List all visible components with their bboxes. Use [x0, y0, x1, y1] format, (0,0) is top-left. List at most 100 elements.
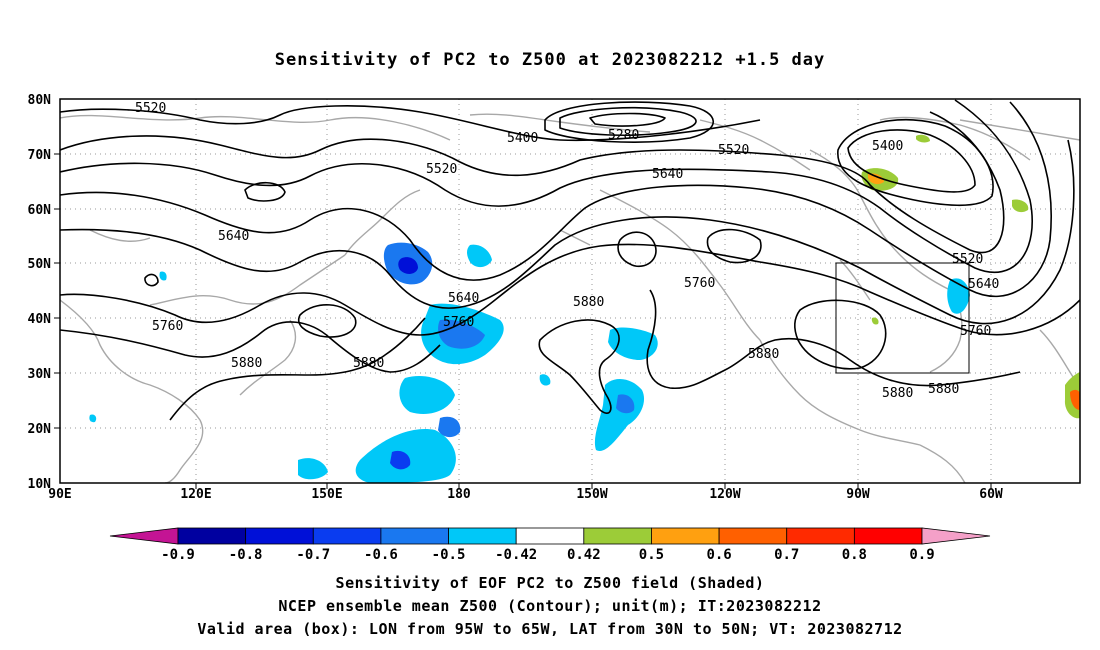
contour-label: 5640: [218, 229, 249, 244]
contour-label: 5880: [353, 356, 384, 371]
lat-label: 10N: [28, 477, 52, 492]
lon-labels: 90E 120E 150E 180 150W 120W 90W 60W: [48, 487, 1003, 502]
shade-neg-blob: [298, 458, 328, 480]
contour-5700-hp: [617, 231, 657, 267]
shade-neg-blob: [539, 374, 551, 386]
contour-5760: [60, 243, 1080, 336]
lat-label: 80N: [28, 93, 52, 108]
lat-label: 20N: [28, 422, 52, 437]
colorbar-label: -0.6: [364, 547, 398, 563]
contour-label: 5880: [748, 347, 779, 362]
contour-5280: [559, 106, 697, 137]
lon-label: 180: [447, 487, 471, 502]
lon-label: 150E: [311, 487, 342, 502]
lon-label: 120E: [180, 487, 211, 502]
contour-5760-lo: [144, 273, 159, 287]
colorbar-box: [853, 527, 923, 545]
map-border: [59, 98, 1081, 484]
colorbar-label: -0.42: [495, 547, 537, 563]
colorbar-end-high: [921, 527, 991, 545]
colorbar-box: [718, 527, 788, 545]
shade-pos-core: [868, 173, 884, 185]
colorbar-label: 0.9: [909, 547, 934, 563]
contour-label: 5880: [573, 295, 604, 310]
shade-neg-blob: [608, 327, 658, 360]
map-frame: [60, 99, 1080, 483]
chart-title: Sensitivity of PC2 to Z500 at 2023082212…: [274, 50, 826, 70]
lat-labels: 80N 70N 60N 50N 40N 30N 20N 10N: [28, 93, 52, 492]
colorbar-box: [245, 527, 314, 545]
contour-5700: [60, 139, 1075, 325]
lat-label: 70N: [28, 148, 52, 163]
contour-label: 5760: [684, 276, 715, 291]
lat-label: 50N: [28, 257, 52, 272]
colorbar-box: [583, 527, 652, 545]
caption-line-1: Sensitivity of EOF PC2 to Z500 field (Sh…: [335, 574, 765, 592]
lat-label: 30N: [28, 367, 52, 382]
colorbar-box: [312, 527, 382, 545]
colorbar-label: -0.9: [161, 547, 195, 563]
contour-label: 5880: [928, 382, 959, 397]
shade-neg-core: [616, 394, 635, 414]
colorbar-label: -0.5: [432, 547, 466, 563]
shade-neg-blob: [89, 414, 97, 423]
z500-contours: [60, 99, 1080, 421]
colorbar-end-low: [109, 527, 179, 545]
colorbar-label: -0.7: [296, 547, 330, 563]
contour-5880-west: [646, 289, 1021, 390]
colorbar: -0.9 -0.8 -0.7 -0.6 -0.5 -0.42 0.42 0.5 0.6 0.7 0.…: [109, 527, 991, 563]
shade-neg-core: [438, 319, 485, 349]
contour-5820: [60, 321, 441, 373]
colorbar-label: 0.6: [706, 547, 731, 563]
contour-label: 5400: [507, 131, 538, 146]
contour-label: 5640: [652, 167, 683, 182]
valid-area-box: [835, 262, 970, 374]
contour-5880-pac: [538, 319, 620, 414]
contour-labels: 5520 5400 5280 5520 5400 5520 5640 5640 …: [135, 101, 999, 401]
contour-5820-closed: [298, 304, 357, 338]
contour-label: 5400: [872, 139, 903, 154]
colorbar-label: 0.7: [774, 547, 799, 563]
lat-label: 40N: [28, 312, 52, 327]
contour-5280-inner: [589, 112, 666, 127]
lon-label: 150W: [576, 487, 607, 502]
shade-neg-core: [398, 257, 418, 274]
shade-neg-blob: [399, 375, 455, 415]
lon-label: 60W: [979, 487, 1003, 502]
contour-5700-hp2: [706, 228, 762, 264]
colorbar-box: [448, 527, 517, 545]
contour-5400: [60, 105, 761, 142]
contour-label: 5520: [426, 162, 457, 177]
colorbar-box: [515, 527, 585, 545]
contour-label: 5520: [952, 252, 983, 267]
contour-label: 5760: [960, 324, 991, 339]
colorbar-label: 0.8: [842, 547, 867, 563]
contour-label: 5640: [968, 277, 999, 292]
lon-label: 120W: [709, 487, 740, 502]
shade-neg-blob: [467, 244, 492, 268]
colorbar-box: [786, 527, 855, 545]
contour-5580-lo: [244, 181, 286, 202]
shade-pos-core: [1070, 389, 1080, 410]
contour-5400-hp: [847, 129, 976, 193]
shade-pos-blob: [1012, 199, 1029, 213]
colorbar-label: -0.8: [229, 547, 263, 563]
colorbar-box: [380, 527, 449, 545]
caption-line-2: NCEP ensemble mean Z500 (Contour); unit(…: [278, 597, 822, 615]
caption-line-3: Valid area (box): LON from 95W to 65W, L…: [197, 620, 903, 638]
contour-5520: [60, 111, 1005, 254]
shade-pos-blob: [916, 134, 930, 143]
contour-label: 5880: [882, 386, 913, 401]
colorbar-box: [651, 527, 720, 545]
contour-5640: [60, 101, 1053, 298]
contour-label: 5760: [152, 319, 183, 334]
lon-label: 90E: [48, 487, 71, 502]
contour-label: 5280: [608, 128, 639, 143]
contour-label: 5640: [448, 291, 479, 306]
colorbar-box: [177, 527, 247, 545]
lon-label: 90W: [846, 487, 870, 502]
contour-label: 5760: [443, 315, 474, 330]
shade-neg-blob: [438, 416, 461, 438]
contour-label: 5520: [135, 101, 166, 116]
